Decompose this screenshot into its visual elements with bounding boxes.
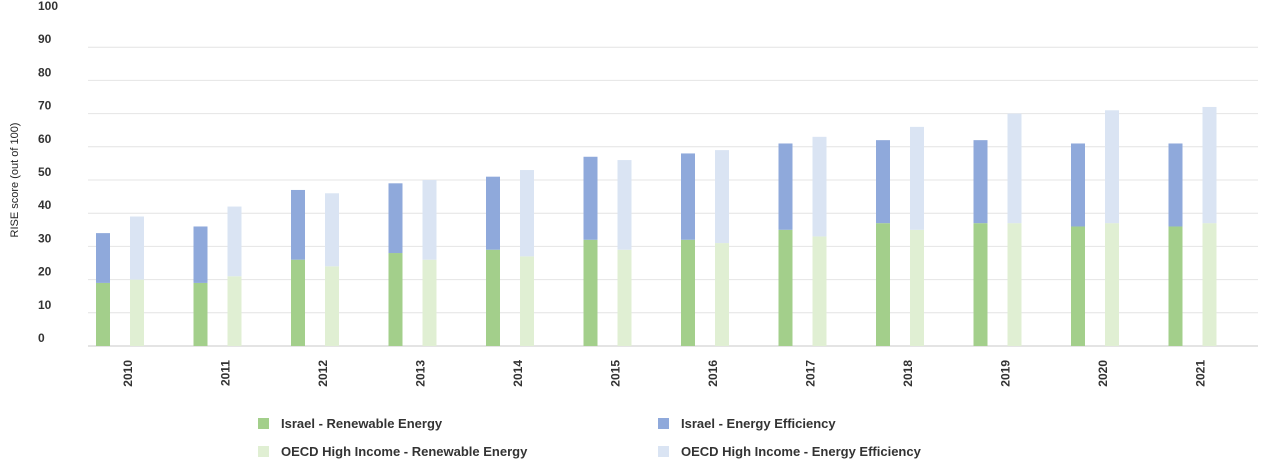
bar-oecd-high-income-renewable-energy-2020[interactable]	[1105, 223, 1119, 346]
x-tick-label-2019: 2019	[998, 360, 1012, 387]
bar-oecd-high-income-energy-efficiency-2011[interactable]	[227, 206, 242, 277]
bar-israel-renewable-energy-2021[interactable]	[1168, 226, 1183, 346]
x-tick-label-2012: 2012	[316, 360, 330, 387]
bar-israel-energy-efficiency-2019[interactable]	[973, 140, 988, 224]
bar-oecd-high-income-renewable-energy-2013[interactable]	[422, 259, 437, 346]
bar-israel-energy-efficiency-2015[interactable]	[583, 156, 598, 240]
bar-israel-renewable-energy-2016[interactable]	[681, 239, 695, 346]
y-tick-label-40: 40	[38, 198, 52, 212]
x-tick-label-2013: 2013	[413, 360, 427, 387]
y-tick-label-50: 50	[38, 165, 52, 179]
bar-israel-renewable-energy-2010[interactable]	[96, 282, 110, 346]
bar-oecd-high-income-renewable-energy-2015[interactable]	[617, 249, 632, 346]
legend-swatch-oecd-efficiency	[658, 445, 669, 457]
y-tick-label-10: 10	[38, 298, 52, 312]
legend-item-israel-efficiency[interactable]: Israel - Energy Efficiency	[658, 413, 836, 433]
bar-oecd-high-income-renewable-energy-2012[interactable]	[325, 266, 339, 346]
bar-oecd-high-income-renewable-energy-2016[interactable]	[715, 243, 729, 346]
bar-oecd-high-income-renewable-energy-2018[interactable]	[910, 229, 924, 346]
bar-israel-energy-efficiency-2016[interactable]	[681, 153, 695, 240]
bar-israel-renewable-energy-2017[interactable]	[778, 229, 793, 346]
bar-oecd-high-income-energy-efficiency-2018[interactable]	[910, 126, 924, 230]
bar-israel-renewable-energy-2015[interactable]	[583, 239, 598, 346]
bar-oecd-high-income-renewable-energy-2021[interactable]	[1202, 223, 1217, 346]
bar-oecd-high-income-renewable-energy-2010[interactable]	[130, 279, 144, 346]
y-tick-label-60: 60	[38, 132, 52, 146]
bar-israel-energy-efficiency-2013[interactable]	[388, 183, 403, 254]
y-tick-label-80: 80	[38, 65, 52, 79]
bars	[96, 106, 1217, 346]
y-tick-label-70: 70	[38, 99, 52, 113]
x-tick-label-2015: 2015	[608, 360, 622, 387]
x-tick-label-2011: 2011	[218, 360, 232, 386]
bar-israel-energy-efficiency-2020[interactable]	[1071, 143, 1085, 227]
legend-label-oecd-renewable: OECD High Income - Renewable Energy	[281, 443, 528, 459]
x-tick-label-2010: 2010	[121, 360, 135, 387]
bar-israel-renewable-energy-2014[interactable]	[486, 249, 500, 346]
bar-oecd-high-income-energy-efficiency-2019[interactable]	[1007, 113, 1022, 224]
bar-oecd-high-income-renewable-energy-2014[interactable]	[520, 256, 534, 346]
x-tick-label-2021: 2021	[1193, 360, 1207, 387]
y-tick-label-30: 30	[38, 231, 52, 245]
legend-label-israel-efficiency: Israel - Energy Efficiency	[681, 415, 836, 431]
y-axis-tick-labels: 0 10 20 30 40 50 60 70 80 90 100	[38, 0, 58, 345]
y-axis-title: RISE score (out of 100)	[9, 123, 21, 238]
bar-oecd-high-income-energy-efficiency-2013[interactable]	[422, 180, 437, 260]
bar-israel-energy-efficiency-2010[interactable]	[96, 233, 110, 283]
bar-oecd-high-income-energy-efficiency-2020[interactable]	[1105, 110, 1119, 224]
legend-swatch-oecd-renewable	[258, 445, 269, 457]
y-tick-label-90: 90	[38, 32, 52, 46]
bar-oecd-high-income-energy-efficiency-2014[interactable]	[520, 170, 534, 257]
bar-israel-renewable-energy-2018[interactable]	[876, 223, 890, 346]
bar-israel-energy-efficiency-2012[interactable]	[291, 189, 305, 260]
bar-israel-energy-efficiency-2011[interactable]	[193, 226, 208, 283]
x-tick-label-2014: 2014	[511, 360, 525, 387]
x-tick-label-2016: 2016	[706, 360, 720, 387]
legend-item-oecd-renewable[interactable]: OECD High Income - Renewable Energy	[258, 441, 527, 461]
bar-oecd-high-income-energy-efficiency-2021[interactable]	[1202, 106, 1217, 224]
bar-israel-renewable-energy-2013[interactable]	[388, 253, 403, 346]
legend-label-israel-renewable: Israel - Renewable Energy	[281, 415, 443, 431]
y-tick-label-20: 20	[38, 265, 52, 279]
bar-israel-energy-efficiency-2014[interactable]	[486, 176, 500, 250]
legend-item-oecd-efficiency[interactable]: OECD High Income - Energy Efficiency	[658, 441, 921, 461]
legend-label-oecd-efficiency: OECD High Income - Energy Efficiency	[681, 443, 921, 459]
bar-oecd-high-income-energy-efficiency-2015[interactable]	[617, 160, 632, 250]
bar-oecd-high-income-renewable-energy-2017[interactable]	[812, 236, 827, 346]
x-tick-label-2018: 2018	[901, 360, 915, 387]
bar-israel-energy-efficiency-2021[interactable]	[1168, 143, 1183, 227]
bar-oecd-high-income-energy-efficiency-2017[interactable]	[812, 136, 827, 237]
bar-israel-renewable-energy-2011[interactable]	[193, 282, 208, 346]
gridlines	[88, 46, 1258, 347]
y-tick-label-100: 100	[38, 0, 58, 13]
bar-israel-renewable-energy-2012[interactable]	[291, 259, 305, 346]
x-tick-label-2020: 2020	[1096, 360, 1110, 387]
bar-oecd-high-income-energy-efficiency-2016[interactable]	[715, 150, 729, 244]
x-tick-label-2017: 2017	[803, 360, 817, 387]
bar-israel-energy-efficiency-2018[interactable]	[876, 140, 890, 224]
bar-oecd-high-income-renewable-energy-2019[interactable]	[1007, 223, 1022, 346]
bar-oecd-high-income-renewable-energy-2011[interactable]	[227, 276, 242, 346]
bar-oecd-high-income-energy-efficiency-2010[interactable]	[130, 216, 144, 280]
bar-israel-renewable-energy-2019[interactable]	[973, 223, 988, 346]
bar-oecd-high-income-energy-efficiency-2012[interactable]	[325, 193, 339, 267]
x-axis-tick-labels: 2010 2011 2012 2013 2014 2015 2016 2017 2018 2019…	[121, 360, 1208, 387]
bar-israel-energy-efficiency-2017[interactable]	[778, 143, 793, 230]
bar-israel-renewable-energy-2020[interactable]	[1071, 226, 1085, 346]
legend-swatch-israel-efficiency	[658, 417, 669, 429]
y-tick-label-0: 0	[38, 331, 45, 345]
legend: Israel - Renewable Energy Israel - Energ…	[258, 408, 1018, 460]
legend-item-israel-renewable[interactable]: Israel - Renewable Energy	[258, 413, 442, 433]
legend-swatch-israel-renewable	[258, 417, 269, 429]
